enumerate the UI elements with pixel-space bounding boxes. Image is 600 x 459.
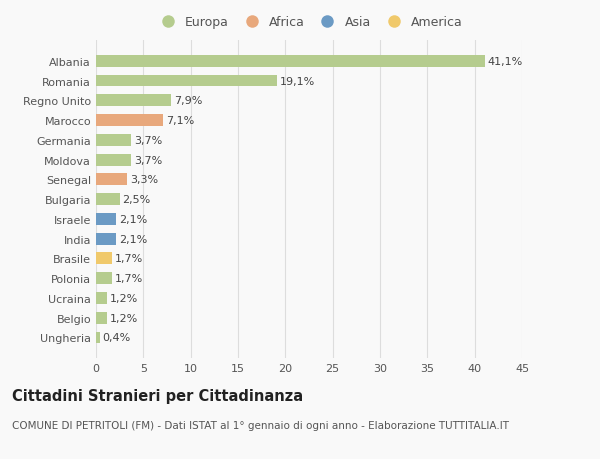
- Text: COMUNE DI PETRITOLI (FM) - Dati ISTAT al 1° gennaio di ogni anno - Elaborazione : COMUNE DI PETRITOLI (FM) - Dati ISTAT al…: [12, 420, 509, 430]
- Bar: [96, 292, 107, 304]
- Text: 7,1%: 7,1%: [166, 116, 194, 126]
- Bar: [96, 56, 485, 67]
- Text: 1,7%: 1,7%: [115, 274, 143, 284]
- Text: 2,1%: 2,1%: [119, 214, 147, 224]
- Bar: [96, 253, 112, 265]
- Text: 1,7%: 1,7%: [115, 254, 143, 264]
- Bar: [96, 75, 277, 87]
- Bar: [96, 95, 171, 107]
- Bar: [96, 115, 163, 127]
- Bar: [96, 174, 127, 186]
- Bar: [96, 134, 131, 146]
- Text: 2,1%: 2,1%: [119, 234, 147, 244]
- Text: 2,5%: 2,5%: [122, 195, 151, 205]
- Bar: [96, 154, 131, 166]
- Text: Cittadini Stranieri per Cittadinanza: Cittadini Stranieri per Cittadinanza: [12, 388, 303, 403]
- Text: 3,7%: 3,7%: [134, 135, 162, 146]
- Bar: [96, 233, 116, 245]
- Text: 3,7%: 3,7%: [134, 155, 162, 165]
- Text: 19,1%: 19,1%: [280, 76, 315, 86]
- Text: 7,9%: 7,9%: [173, 96, 202, 106]
- Bar: [96, 273, 112, 285]
- Legend: Europa, Africa, Asia, America: Europa, Africa, Asia, America: [151, 13, 467, 33]
- Bar: [96, 213, 116, 225]
- Text: 1,2%: 1,2%: [110, 313, 139, 323]
- Bar: [96, 312, 107, 324]
- Bar: [96, 194, 119, 206]
- Text: 0,4%: 0,4%: [103, 333, 131, 343]
- Text: 41,1%: 41,1%: [488, 56, 523, 67]
- Text: 3,3%: 3,3%: [130, 175, 158, 185]
- Text: 1,2%: 1,2%: [110, 293, 139, 303]
- Bar: [96, 332, 100, 344]
